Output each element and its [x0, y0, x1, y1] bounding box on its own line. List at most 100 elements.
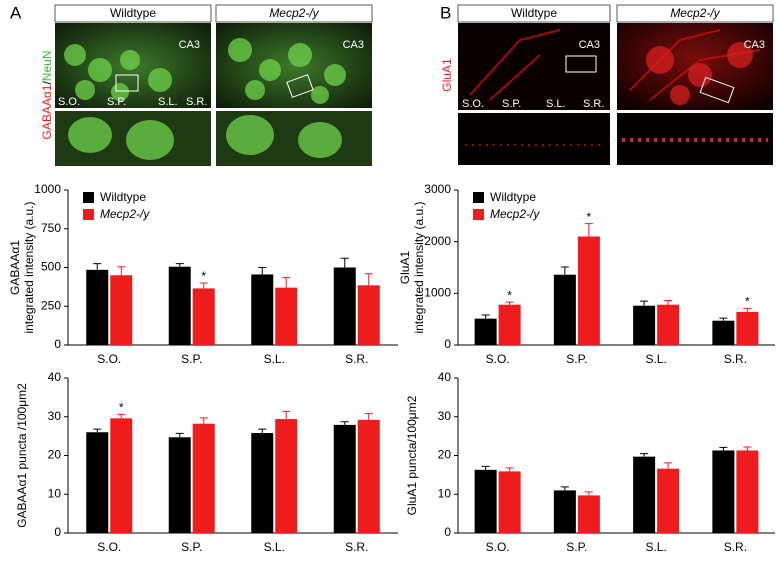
- error-bar: [364, 273, 373, 286]
- layer-label: S.L.: [546, 98, 566, 110]
- significance-marker: *: [507, 288, 512, 302]
- error-bar: [117, 266, 126, 276]
- y-tick-label: 1000: [34, 182, 61, 196]
- bar: [474, 469, 497, 533]
- bar: [86, 432, 109, 533]
- bar: [633, 456, 656, 533]
- x-tick-label: S.P.: [181, 352, 202, 366]
- y-axis-label: integrated intensity (a.u.): [22, 201, 36, 333]
- y-tick-label: 40: [438, 370, 452, 384]
- bar: [110, 275, 133, 345]
- x-tick-label: S.R.: [724, 540, 747, 554]
- error-bar: [93, 263, 102, 270]
- error-bar: [505, 467, 514, 472]
- x-tick-label: S.R.: [345, 540, 368, 554]
- header: Mecp2-/y: [670, 6, 720, 20]
- y-tick-label: 20: [48, 448, 62, 462]
- header: Wildtype: [110, 6, 156, 20]
- region-label: CA3: [579, 39, 600, 51]
- error-bar: [481, 465, 490, 470]
- error-bar: [258, 428, 267, 434]
- bar: [333, 267, 356, 345]
- y-tick-label: 10: [48, 486, 62, 500]
- legend-label: Wildtype: [100, 190, 146, 204]
- error-bar: [640, 453, 649, 457]
- bar: [553, 274, 576, 345]
- y-tick-label: 250: [41, 298, 61, 312]
- micrograph: [458, 23, 773, 165]
- error-bar: [199, 282, 208, 289]
- legend-label: Mecp2-/y: [490, 207, 540, 221]
- x-tick-label: S.O.: [97, 540, 121, 554]
- header: Mecp2-/y: [269, 6, 319, 20]
- legend-swatch: [83, 209, 94, 220]
- bar: [474, 318, 497, 345]
- error-bar: [93, 428, 102, 433]
- layer-label: S.R.: [186, 96, 207, 108]
- bar: [736, 311, 759, 345]
- bar: [498, 471, 521, 533]
- bar: [86, 269, 109, 345]
- error-bar: [719, 317, 728, 321]
- panel-label: B: [440, 3, 451, 22]
- error-bar: [743, 446, 752, 451]
- layer-label: S.P.: [502, 98, 521, 110]
- y-tick-label: 0: [444, 337, 451, 351]
- error-bar: [560, 266, 569, 275]
- error-bar: [282, 277, 291, 288]
- layer-label: S.L.: [158, 96, 178, 108]
- x-tick-label: S.P.: [181, 540, 202, 554]
- error-bar: [640, 300, 649, 306]
- bar: [553, 490, 576, 533]
- bar: [357, 419, 380, 533]
- error-bar: [584, 223, 593, 237]
- y-axis-label: GABAAα1: [8, 240, 22, 295]
- x-tick-label: S.R.: [724, 352, 747, 366]
- y-tick-label: 30: [438, 409, 452, 423]
- bar: [168, 266, 191, 345]
- y-tick-label: 30: [48, 409, 62, 423]
- y-axis-label: GluA1 puncta/100μm2: [405, 395, 419, 515]
- stain: /: [40, 81, 54, 85]
- error-bar: [340, 257, 349, 268]
- y-tick-label: 3000: [424, 182, 451, 196]
- legend-label: Mecp2-/y: [100, 207, 150, 221]
- bar: [577, 236, 600, 345]
- error-bar: [199, 417, 208, 424]
- error-bar: [175, 432, 184, 438]
- error-bar: [505, 301, 514, 305]
- y-tick-label: 2000: [424, 234, 451, 248]
- significance-marker: *: [587, 210, 592, 224]
- error-bar: [481, 314, 490, 319]
- x-tick-label: S.P.: [566, 352, 587, 366]
- error-bar: [560, 486, 569, 491]
- error-bar: [664, 462, 673, 469]
- bar: [712, 320, 735, 345]
- bar: [275, 287, 298, 345]
- stain: GABAAα1: [40, 84, 54, 139]
- error-bar: [584, 491, 593, 496]
- bar: [168, 437, 191, 533]
- x-tick-label: S.O.: [97, 352, 121, 366]
- y-tick-label: 10: [438, 486, 452, 500]
- y-axis-label: GluA1: [398, 251, 412, 285]
- error-bar: [175, 263, 184, 267]
- y-tick-label: 0: [54, 337, 61, 351]
- x-tick-label: S.L.: [645, 352, 666, 366]
- error-bar: [364, 413, 373, 420]
- layer-label: S.P.: [107, 96, 126, 108]
- y-tick-label: 0: [54, 525, 61, 539]
- significance-marker: *: [201, 269, 206, 283]
- bar: [110, 418, 133, 533]
- y-tick-label: 1000: [424, 286, 451, 300]
- layer-label: S.O.: [58, 96, 80, 108]
- bar: [251, 274, 274, 345]
- y-tick-label: 750: [41, 221, 61, 235]
- error-bar: [117, 413, 126, 419]
- bar: [736, 450, 759, 533]
- legend-label: Wildtype: [490, 190, 536, 204]
- x-tick-label: S.O.: [486, 540, 510, 554]
- x-tick-label: S.L.: [645, 540, 666, 554]
- significance-marker: *: [745, 294, 750, 308]
- y-tick-label: 20: [438, 448, 452, 462]
